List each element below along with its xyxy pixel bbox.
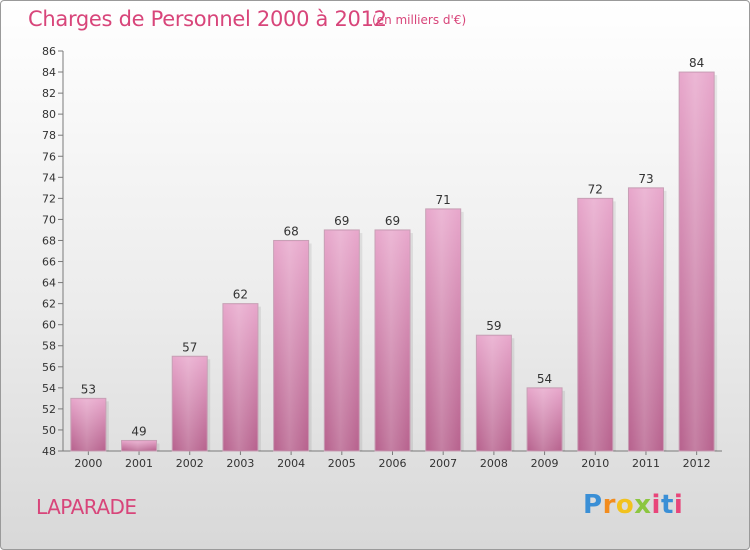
value-label: 68 [283, 224, 298, 238]
y-tick-label: 70 [42, 213, 56, 226]
axes: 48 50 52 54 56 58 60 62 64 66 68 70 72 74 76 78 80 82 84 86… [42, 45, 722, 470]
y-tick-label: 56 [42, 361, 56, 374]
y-tick-label: 48 [42, 445, 56, 458]
bar-highlight [579, 199, 611, 450]
bar-highlight [529, 388, 561, 450]
y-tick-label: 74 [42, 171, 56, 184]
bars-group [70, 71, 718, 452]
bar-highlight [478, 336, 510, 450]
y-tick-label: 58 [42, 340, 56, 353]
y-tick-label: 60 [42, 319, 56, 332]
y-tick-label: 80 [42, 108, 56, 121]
bar-highlight [427, 209, 459, 450]
value-label: 59 [486, 319, 501, 333]
value-label: 69 [385, 214, 400, 228]
value-label: 71 [436, 193, 451, 207]
y-tick-label: 76 [42, 150, 56, 163]
value-label: 49 [131, 424, 146, 438]
value-labels-group: 53 49 57 62 68 69 69 71 59 54 72 73 84 [81, 56, 705, 438]
y-tick-label: 86 [42, 45, 56, 58]
x-tick-label: 2002 [176, 457, 204, 470]
y-tick-label: 50 [42, 424, 56, 437]
y-tick-label: 68 [42, 234, 56, 247]
x-tick-label: 2011 [632, 457, 660, 470]
y-tick-label: 66 [42, 256, 56, 269]
bar-highlight [377, 230, 408, 450]
x-tick-label: 2012 [683, 457, 711, 470]
x-tick-label: 2003 [226, 457, 254, 470]
x-tick-label: 2007 [429, 457, 457, 470]
value-label: 72 [588, 182, 603, 196]
x-tick-label: 2004 [277, 457, 305, 470]
y-tick-label: 84 [42, 66, 56, 79]
commune-name: LAPARADE [36, 495, 137, 519]
value-label: 69 [334, 214, 349, 228]
bar-highlight [123, 441, 155, 450]
x-tick-label: 2001 [125, 457, 153, 470]
proxiti-logo: Proxiti [583, 490, 684, 520]
x-tick-label: 2006 [379, 457, 407, 470]
y-tick-label: 52 [42, 403, 56, 416]
value-label: 54 [537, 372, 552, 386]
value-label: 53 [81, 382, 96, 396]
value-label: 57 [182, 340, 197, 354]
value-label: 73 [638, 172, 653, 186]
x-tick-label: 2008 [480, 457, 508, 470]
bar-highlight [224, 304, 256, 450]
bar-highlight [326, 230, 358, 450]
x-tick-label: 2005 [328, 457, 356, 470]
y-tick-label: 72 [42, 192, 56, 205]
x-tick-label: 2009 [531, 457, 559, 470]
x-tick-label: 2000 [74, 457, 102, 470]
bar-highlight [72, 399, 104, 450]
y-tick-label: 54 [42, 382, 56, 395]
bar-highlight [275, 241, 307, 450]
y-tick-label: 78 [42, 129, 56, 142]
chart-title: Charges de Personnel 2000 à 2012 [28, 7, 387, 31]
x-tick-label: 2010 [581, 457, 609, 470]
bar-highlight [174, 357, 206, 450]
value-label: 62 [233, 288, 248, 302]
y-tick-label: 62 [42, 298, 56, 311]
chart-subtitle: (en milliers d'€) [372, 13, 467, 27]
y-tick-label: 64 [42, 277, 56, 290]
value-label: 84 [689, 56, 704, 70]
bar-highlight [681, 73, 713, 450]
y-tick-label: 82 [42, 87, 56, 100]
bar-highlight [630, 188, 662, 450]
